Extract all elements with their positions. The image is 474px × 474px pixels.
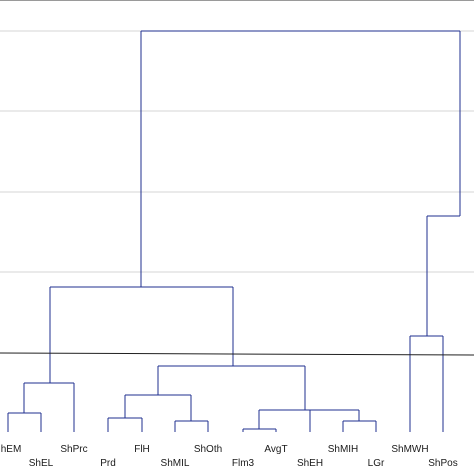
leaf-label-prd: Prd [100, 458, 116, 469]
leaf-label-shmwh: ShMWH [391, 444, 428, 455]
leaf-label-shmil: ShMIL [161, 458, 190, 469]
leaf-label-flh: FlH [134, 444, 150, 455]
leaf-labels: hEM ShEL ShPrc Prd FlH ShMIL ShOth Flm3 AvgT ShEH… [1, 444, 458, 469]
leaf-label-sheh: ShEH [297, 458, 323, 469]
dendrogram-branches [7, 30, 461, 432]
leaf-label-shoth: ShOth [194, 444, 222, 455]
leaf-label-avgt: AvgT [264, 444, 287, 455]
leaf-label-shprc: ShPrc [60, 444, 87, 455]
leaf-label-hem: hEM [1, 444, 22, 455]
leaf-label-shmih: ShMIH [328, 444, 359, 455]
cut-threshold-line [0, 352, 474, 356]
leaf-label-lgr: LGr [368, 458, 385, 469]
grid-lines [0, 30, 474, 273]
leaf-label-shel: ShEL [29, 458, 54, 469]
leaf-label-flm3: Flm3 [232, 458, 255, 469]
leaf-label-shpos: ShPos [428, 458, 457, 469]
